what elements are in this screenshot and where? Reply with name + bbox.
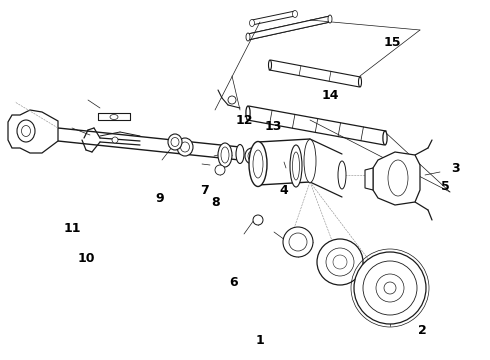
Ellipse shape <box>376 274 404 302</box>
Ellipse shape <box>250 154 266 172</box>
Text: 7: 7 <box>199 184 208 197</box>
Polygon shape <box>373 152 420 205</box>
Ellipse shape <box>180 142 190 152</box>
Text: 3: 3 <box>451 162 459 175</box>
Polygon shape <box>248 16 330 40</box>
Ellipse shape <box>293 152 299 180</box>
Ellipse shape <box>228 96 236 104</box>
Ellipse shape <box>171 138 179 147</box>
Ellipse shape <box>177 138 193 156</box>
Ellipse shape <box>246 106 250 120</box>
Ellipse shape <box>112 137 118 143</box>
Ellipse shape <box>304 140 316 183</box>
Text: 11: 11 <box>63 221 81 234</box>
Ellipse shape <box>236 144 244 163</box>
Ellipse shape <box>326 248 354 276</box>
Ellipse shape <box>290 145 302 187</box>
Text: 9: 9 <box>156 192 164 204</box>
Ellipse shape <box>246 33 250 41</box>
Ellipse shape <box>249 141 267 186</box>
Ellipse shape <box>269 60 271 70</box>
Ellipse shape <box>215 165 225 175</box>
Text: 10: 10 <box>77 252 95 265</box>
Ellipse shape <box>253 150 263 178</box>
Ellipse shape <box>249 19 254 27</box>
Ellipse shape <box>388 160 408 196</box>
Ellipse shape <box>359 77 362 87</box>
Text: 1: 1 <box>256 333 265 346</box>
Ellipse shape <box>253 215 263 225</box>
Text: 6: 6 <box>230 276 238 289</box>
Ellipse shape <box>333 255 347 269</box>
Ellipse shape <box>354 252 426 324</box>
Ellipse shape <box>293 10 297 18</box>
Text: 8: 8 <box>212 195 220 208</box>
Text: 13: 13 <box>264 120 282 132</box>
Ellipse shape <box>17 120 35 142</box>
Ellipse shape <box>22 126 30 136</box>
Polygon shape <box>258 139 310 185</box>
Ellipse shape <box>317 239 363 285</box>
Ellipse shape <box>338 161 346 189</box>
Ellipse shape <box>110 114 118 120</box>
Text: 15: 15 <box>383 36 401 49</box>
Ellipse shape <box>328 15 332 23</box>
Ellipse shape <box>248 151 256 161</box>
Ellipse shape <box>245 148 259 164</box>
Ellipse shape <box>218 143 232 167</box>
Text: 12: 12 <box>235 113 253 126</box>
Polygon shape <box>8 110 58 153</box>
Text: 5: 5 <box>441 180 449 193</box>
Ellipse shape <box>383 131 387 145</box>
Ellipse shape <box>363 261 417 315</box>
Ellipse shape <box>168 134 182 150</box>
Text: 4: 4 <box>280 184 289 197</box>
Text: 14: 14 <box>321 89 339 102</box>
Ellipse shape <box>384 282 396 294</box>
Text: 2: 2 <box>417 324 426 337</box>
Polygon shape <box>365 168 373 190</box>
Ellipse shape <box>289 233 307 251</box>
Ellipse shape <box>283 227 313 257</box>
Ellipse shape <box>221 147 229 163</box>
